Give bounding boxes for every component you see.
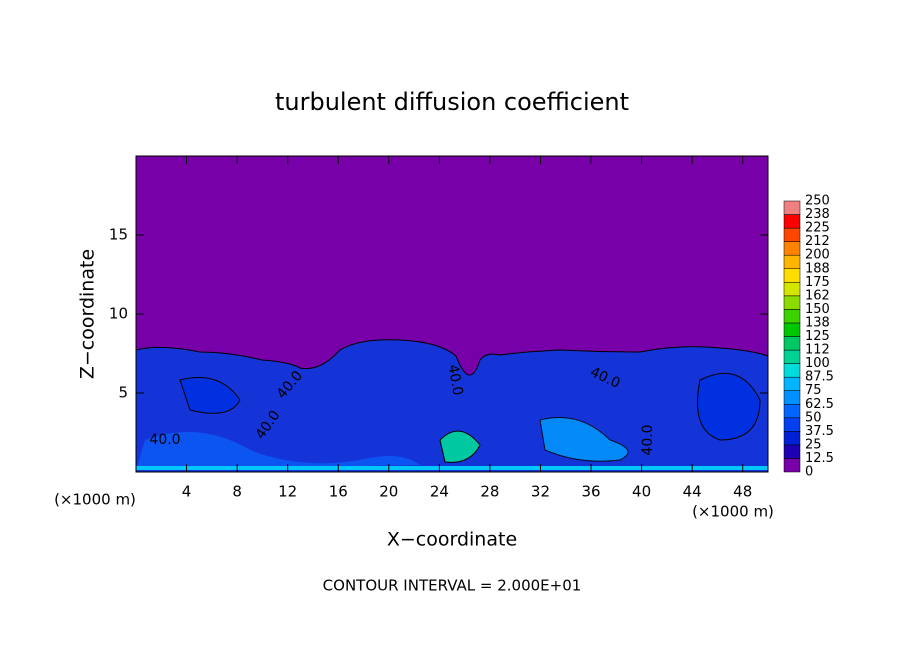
colorbar-box <box>783 363 801 378</box>
x-tick-label: 8 <box>232 483 242 501</box>
x-tick-label: 28 <box>480 483 499 501</box>
colorbar-label: 150 <box>805 302 830 317</box>
x-tick-label: 48 <box>733 483 752 501</box>
x-tick-label: 36 <box>581 483 600 501</box>
colorbar-label: 238 <box>805 207 830 222</box>
colorbar-box <box>783 417 801 432</box>
colorbar-box <box>783 444 801 459</box>
colorbar-label: 138 <box>805 315 830 330</box>
colorbar-label: 162 <box>805 288 830 303</box>
colorbar-box <box>783 336 801 351</box>
colorbar-box <box>783 390 801 405</box>
chart-title: turbulent diffusion coefficient <box>275 88 629 116</box>
colorbar-box <box>783 282 801 297</box>
colorbar-label: 112 <box>805 343 830 358</box>
x-tick-label: 4 <box>182 483 192 501</box>
colorbar-label: 212 <box>805 234 830 249</box>
colorbar-box <box>783 404 801 419</box>
colorbar-label: 37.5 <box>805 424 834 439</box>
colorbar-box <box>783 295 801 310</box>
colorbar-label: 200 <box>805 248 830 263</box>
x-tick-label: 12 <box>278 483 297 501</box>
colorbar-box <box>783 254 801 269</box>
field-region <box>439 430 481 463</box>
colorbar-label: 12.5 <box>805 451 834 466</box>
contour-label: 40.0 <box>444 363 465 396</box>
footnote: CONTOUR INTERVAL = 2.000E+01 <box>323 577 582 595</box>
contour-label: 40.0 <box>149 432 180 448</box>
axis-unit-label: (×1000 m) <box>692 503 774 521</box>
x-tick-label: 44 <box>683 483 702 501</box>
turbulent-layer <box>135 339 769 473</box>
x-tick-label: 16 <box>329 483 348 501</box>
colorbar-box <box>783 268 801 283</box>
colorbar-box <box>783 376 801 391</box>
colorbar-label: 75 <box>805 383 822 398</box>
field-region <box>697 372 761 441</box>
colorbar-label: 250 <box>805 194 830 209</box>
colorbar-box <box>783 322 801 337</box>
colorbar-label: 175 <box>805 275 830 290</box>
field-region <box>136 432 420 470</box>
colorbar-label: 188 <box>805 261 830 276</box>
field <box>135 156 769 473</box>
colorbar-box <box>783 200 801 215</box>
y-axis-label: Z−coordinate <box>77 249 99 379</box>
x-tick-label: 40 <box>632 483 651 501</box>
colorbar-label: 0 <box>805 465 813 480</box>
y-tick-label: 10 <box>109 305 128 323</box>
colorbar-label: 50 <box>805 410 822 425</box>
colorbar-box <box>783 214 801 229</box>
x-tick-label: 24 <box>430 483 449 501</box>
colorbar-box <box>783 241 801 256</box>
x-tick-label: 32 <box>531 483 550 501</box>
field-region <box>179 377 241 414</box>
colorbar-box <box>783 227 801 242</box>
field-region <box>539 417 629 462</box>
contour-label: 40.0 <box>640 424 656 455</box>
axis-unit-label: (×1000 m) <box>54 491 136 509</box>
colorbar-label: 125 <box>805 329 830 344</box>
colorbar-box <box>783 431 801 446</box>
colorbar-label: 87.5 <box>805 370 834 385</box>
colorbar-label: 25 <box>805 437 822 452</box>
colorbar-box <box>783 458 801 473</box>
x-axis-label: X−coordinate <box>387 529 517 551</box>
x-tick-label: 20 <box>379 483 398 501</box>
colorbar-label: 225 <box>805 221 830 236</box>
y-tick-label: 15 <box>109 226 128 244</box>
colorbar-box <box>783 309 801 324</box>
colorbar-label: 100 <box>805 356 830 371</box>
colorbar-label: 62.5 <box>805 397 834 412</box>
colorbar-box <box>783 349 801 364</box>
y-tick-label: 5 <box>118 384 128 402</box>
